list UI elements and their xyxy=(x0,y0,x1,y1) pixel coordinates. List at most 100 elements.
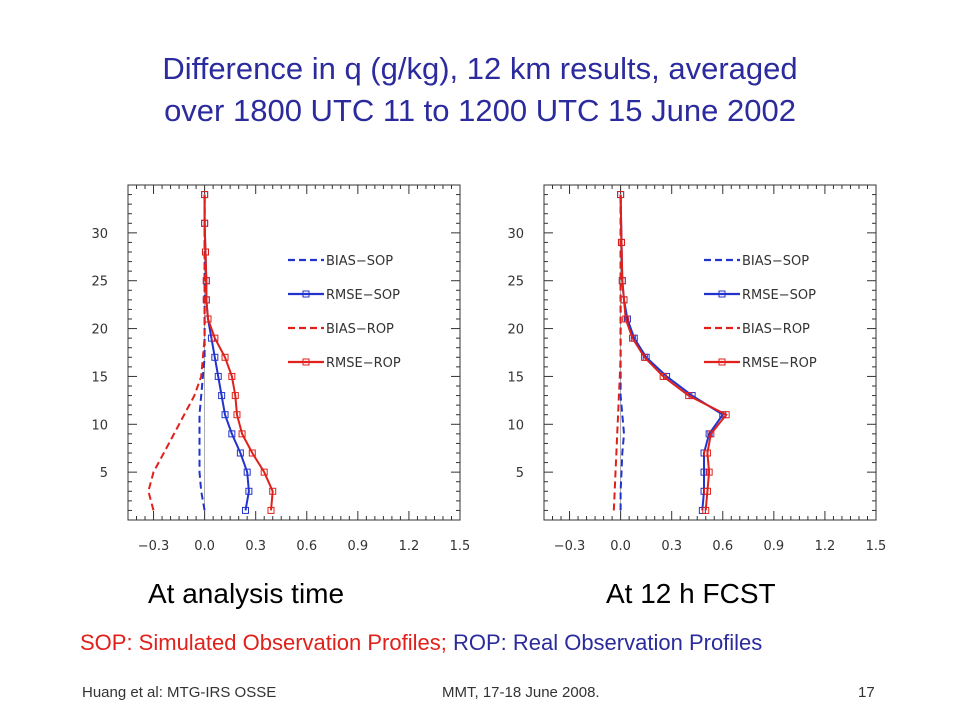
series-marker xyxy=(228,372,236,380)
chart-panel-forecast: −0.3 0.0 0.3 0.6 0.9 1.2 1.5 5 10 15 20 25 30 BIAS−SO… xyxy=(488,165,888,560)
series-marker xyxy=(703,487,711,495)
series-marker xyxy=(722,411,730,419)
series-marker xyxy=(685,392,693,400)
series-marker xyxy=(236,449,244,457)
series-marker xyxy=(221,411,229,419)
series-marker xyxy=(211,353,219,361)
series-marker xyxy=(214,372,222,380)
y-tick-label: 10 xyxy=(507,418,524,433)
series-marker xyxy=(659,372,667,380)
series-marker xyxy=(201,219,209,227)
title-line-2: over 1800 UTC 11 to 1200 UTC 15 June 200… xyxy=(164,93,796,128)
y-tick-label: 25 xyxy=(507,275,524,290)
series-marker xyxy=(622,315,630,323)
series-marker xyxy=(629,334,637,342)
x-tick-label: −0.3 xyxy=(138,539,170,554)
plot-frame xyxy=(127,184,461,521)
x-tick-label: 0.3 xyxy=(661,539,682,554)
series-marker xyxy=(702,506,710,514)
x-tick-label: 0.6 xyxy=(296,539,317,554)
x-tick-label: 1.5 xyxy=(866,539,887,554)
series-marker xyxy=(233,411,241,419)
y-tick-label: 5 xyxy=(516,466,524,481)
series-marker xyxy=(218,392,226,400)
y-tick-label: 30 xyxy=(507,227,524,242)
series-marker xyxy=(703,449,711,457)
series-marker xyxy=(269,487,277,495)
series-line-rmse-rop xyxy=(203,194,274,511)
series-marker xyxy=(617,191,625,199)
chart-panel-analysis: −0.3 0.0 0.3 0.6 0.9 1.2 1.5 5 10 15 20 25 30 BIAS−SO… xyxy=(72,165,472,560)
y-tick-label: 25 xyxy=(91,275,108,290)
series-marker xyxy=(617,238,625,246)
x-tick-label: −0.3 xyxy=(554,539,586,554)
y-tick-label: 20 xyxy=(91,323,108,338)
slide-title: Difference in q (g/kg), 12 km results, a… xyxy=(40,48,920,132)
series-marker xyxy=(238,430,246,438)
series-marker xyxy=(201,248,209,256)
series-marker xyxy=(620,296,628,304)
legend-label: BIAS−ROP xyxy=(326,322,394,337)
legend-label: BIAS−ROP xyxy=(742,322,810,337)
series-marker xyxy=(243,468,251,476)
y-tick-label: 5 xyxy=(100,466,108,481)
footer-author: Huang et al: MTG-IRS OSSE xyxy=(82,684,277,701)
legend-label: RMSE−SOP xyxy=(742,288,816,303)
series-marker xyxy=(707,430,715,438)
y-tick-label: 20 xyxy=(507,323,524,338)
caption-analysis-time: At analysis time xyxy=(148,578,345,609)
series-marker xyxy=(700,468,708,476)
series-marker xyxy=(241,506,249,514)
legend-marker xyxy=(302,290,310,298)
y-tick-label: 15 xyxy=(507,370,524,385)
legend-label: RMSE−SOP xyxy=(326,288,400,303)
series-marker xyxy=(248,449,256,457)
series-marker xyxy=(202,296,210,304)
series-line-bias-rop xyxy=(147,194,206,511)
title-line-1: Difference in q (g/kg), 12 km results, a… xyxy=(162,51,798,86)
y-tick-label: 15 xyxy=(91,370,108,385)
x-tick-label: 0.6 xyxy=(712,539,733,554)
caption-12h-forecast: At 12 h FCST xyxy=(606,578,776,609)
slide-number: 17 xyxy=(858,684,875,701)
footer-meeting: MMT, 17-18 June 2008. xyxy=(442,684,600,701)
x-tick-label: 1.2 xyxy=(399,539,420,554)
legend-label: RMSE−ROP xyxy=(326,356,401,371)
legend-label: RMSE−ROP xyxy=(742,356,817,371)
series-marker xyxy=(211,334,219,342)
series-marker xyxy=(245,487,253,495)
series-marker xyxy=(705,468,713,476)
series-marker xyxy=(267,506,275,514)
legend-label: BIAS−SOP xyxy=(742,254,809,269)
x-tick-label: 0.3 xyxy=(245,539,266,554)
x-tick-label: 0.0 xyxy=(194,539,215,554)
x-tick-label: 0.9 xyxy=(764,539,785,554)
abbreviation-note: SOP: Simulated Observation Profiles; ROP… xyxy=(80,630,920,656)
series-marker xyxy=(201,191,209,199)
plot-frame xyxy=(543,184,877,521)
series-marker xyxy=(231,392,239,400)
series-marker xyxy=(260,468,268,476)
series-marker xyxy=(228,430,236,438)
chart-analysis-time: −0.3 0.0 0.3 0.6 0.9 1.2 1.5 5 10 15 20 25 30 BIAS−SO… xyxy=(91,184,471,554)
x-tick-label: 1.5 xyxy=(450,539,471,554)
series-line-bias-rop xyxy=(612,194,622,511)
chart-12h-forecast: −0.3 0.0 0.3 0.6 0.9 1.2 1.5 5 10 15 20 25 30 BIAS−SO… xyxy=(507,184,887,554)
series-line-rmse-sop xyxy=(203,194,250,511)
x-tick-label: 0.9 xyxy=(348,539,369,554)
legend-marker xyxy=(302,358,310,366)
series-marker xyxy=(204,315,212,323)
series-marker xyxy=(202,277,210,285)
legend-marker xyxy=(718,290,726,298)
series-line-rmse-rop xyxy=(619,194,728,511)
x-tick-label: 0.0 xyxy=(610,539,631,554)
legend-marker xyxy=(718,358,726,366)
y-tick-label: 30 xyxy=(91,227,108,242)
legend-label: BIAS−SOP xyxy=(326,254,393,269)
note-rop: ROP: Real Observation Profiles xyxy=(452,630,763,655)
series-marker xyxy=(618,277,626,285)
note-sop: SOP: Simulated Observation Profiles; xyxy=(80,630,447,655)
series-marker xyxy=(221,353,229,361)
series-marker xyxy=(640,353,648,361)
y-tick-label: 10 xyxy=(91,418,108,433)
